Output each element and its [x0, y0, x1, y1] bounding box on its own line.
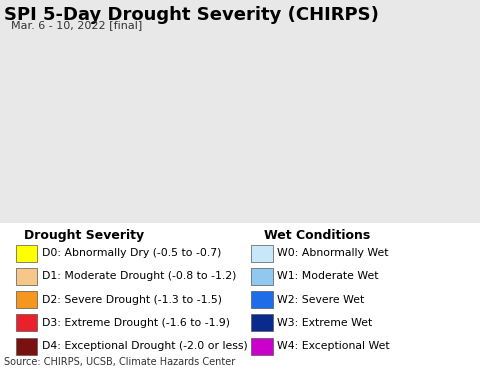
Text: D2: Severe Drought (-1.3 to -1.5): D2: Severe Drought (-1.3 to -1.5)	[42, 295, 222, 305]
Text: Source: CHIRPS, UCSB, Climate Hazards Center: Source: CHIRPS, UCSB, Climate Hazards Ce…	[4, 357, 235, 367]
Text: Wet Conditions: Wet Conditions	[264, 229, 370, 242]
Bar	[16, 268, 37, 285]
Text: W1: Moderate Wet: W1: Moderate Wet	[277, 272, 378, 282]
Text: D1: Moderate Drought (-0.8 to -1.2): D1: Moderate Drought (-0.8 to -1.2)	[42, 272, 236, 282]
Bar	[251, 291, 273, 308]
Bar	[16, 291, 37, 308]
Bar	[16, 337, 37, 354]
Text: W3: Extreme Wet: W3: Extreme Wet	[277, 318, 372, 328]
Text: W4: Exceptional Wet: W4: Exceptional Wet	[277, 341, 390, 351]
Text: D0: Abnormally Dry (-0.5 to -0.7): D0: Abnormally Dry (-0.5 to -0.7)	[42, 248, 221, 258]
Text: D4: Exceptional Drought (-2.0 or less): D4: Exceptional Drought (-2.0 or less)	[42, 341, 248, 351]
Bar	[251, 268, 273, 285]
Text: D3: Extreme Drought (-1.6 to -1.9): D3: Extreme Drought (-1.6 to -1.9)	[42, 318, 230, 328]
Bar	[16, 314, 37, 331]
Text: Drought Severity: Drought Severity	[24, 229, 144, 242]
Text: W0: Abnormally Wet: W0: Abnormally Wet	[277, 248, 388, 258]
Text: SPI 5-Day Drought Severity (CHIRPS): SPI 5-Day Drought Severity (CHIRPS)	[4, 6, 379, 24]
Text: Mar. 6 - 10, 2022 [final]: Mar. 6 - 10, 2022 [final]	[11, 20, 142, 30]
Bar	[251, 245, 273, 262]
Bar	[251, 314, 273, 331]
Bar	[16, 245, 37, 262]
Bar	[251, 337, 273, 354]
Text: W2: Severe Wet: W2: Severe Wet	[277, 295, 364, 305]
